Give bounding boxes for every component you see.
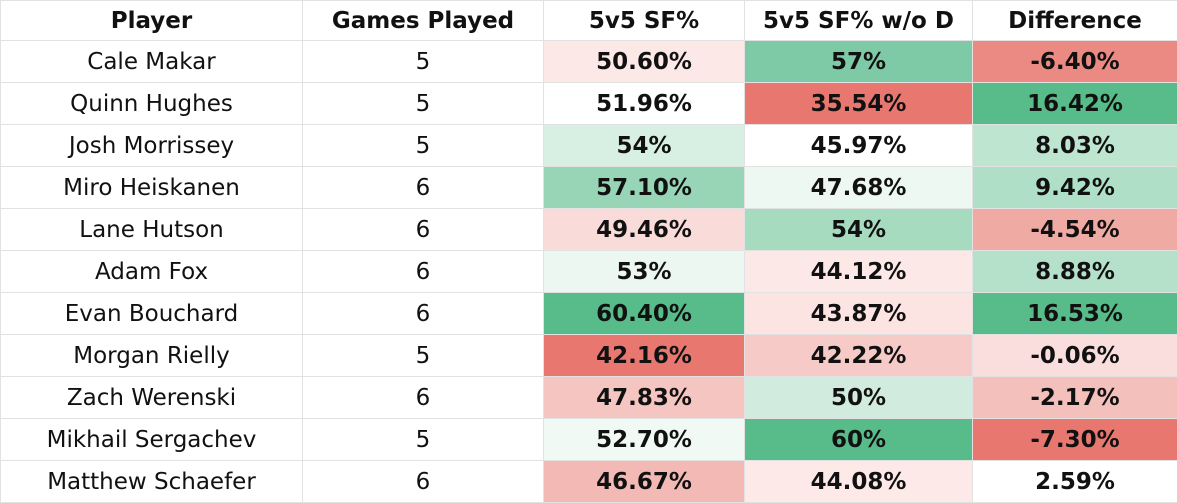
player-cell: Josh Morrissey: [1, 125, 303, 167]
games-cell: 6: [303, 461, 544, 503]
player-cell: Lane Hutson: [1, 209, 303, 251]
value-cell: 16.42%: [973, 83, 1177, 125]
value-cell: 54%: [544, 125, 745, 167]
header-cell: Games Played: [303, 1, 544, 41]
value-cell: 54%: [745, 209, 973, 251]
header-cell: Player: [1, 1, 303, 41]
header-cell: Difference: [973, 1, 1177, 41]
header-cell: 5v5 SF% w/o D: [745, 1, 973, 41]
value-cell: -6.40%: [973, 41, 1177, 83]
games-cell: 5: [303, 335, 544, 377]
games-cell: 5: [303, 419, 544, 461]
value-cell: 53%: [544, 251, 745, 293]
value-cell: 42.22%: [745, 335, 973, 377]
value-cell: 57%: [745, 41, 973, 83]
value-cell: 57.10%: [544, 167, 745, 209]
player-cell: Evan Bouchard: [1, 293, 303, 335]
value-cell: 60%: [745, 419, 973, 461]
games-cell: 6: [303, 209, 544, 251]
header-cell: 5v5 SF%: [544, 1, 745, 41]
player-cell: Quinn Hughes: [1, 83, 303, 125]
value-cell: 60.40%: [544, 293, 745, 335]
value-cell: 51.96%: [544, 83, 745, 125]
value-cell: 43.87%: [745, 293, 973, 335]
value-cell: 9.42%: [973, 167, 1177, 209]
games-cell: 5: [303, 41, 544, 83]
value-cell: 35.54%: [745, 83, 973, 125]
value-cell: 44.12%: [745, 251, 973, 293]
player-cell: Adam Fox: [1, 251, 303, 293]
value-cell: -4.54%: [973, 209, 1177, 251]
value-cell: 42.16%: [544, 335, 745, 377]
value-cell: 47.68%: [745, 167, 973, 209]
games-cell: 6: [303, 167, 544, 209]
value-cell: 50.60%: [544, 41, 745, 83]
value-cell: 52.70%: [544, 419, 745, 461]
player-cell: Miro Heiskanen: [1, 167, 303, 209]
value-cell: 45.97%: [745, 125, 973, 167]
value-cell: -2.17%: [973, 377, 1177, 419]
player-cell: Cale Makar: [1, 41, 303, 83]
value-cell: 44.08%: [745, 461, 973, 503]
value-cell: -0.06%: [973, 335, 1177, 377]
games-cell: 5: [303, 83, 544, 125]
games-cell: 6: [303, 377, 544, 419]
player-cell: Matthew Schaefer: [1, 461, 303, 503]
player-cell: Zach Werenski: [1, 377, 303, 419]
value-cell: -7.30%: [973, 419, 1177, 461]
value-cell: 46.67%: [544, 461, 745, 503]
value-cell: 8.88%: [973, 251, 1177, 293]
value-cell: 49.46%: [544, 209, 745, 251]
games-cell: 5: [303, 125, 544, 167]
games-cell: 6: [303, 251, 544, 293]
value-cell: 47.83%: [544, 377, 745, 419]
value-cell: 50%: [745, 377, 973, 419]
value-cell: 8.03%: [973, 125, 1177, 167]
value-cell: 16.53%: [973, 293, 1177, 335]
value-cell: 2.59%: [973, 461, 1177, 503]
player-cell: Mikhail Sergachev: [1, 419, 303, 461]
games-cell: 6: [303, 293, 544, 335]
player-cell: Morgan Rielly: [1, 335, 303, 377]
